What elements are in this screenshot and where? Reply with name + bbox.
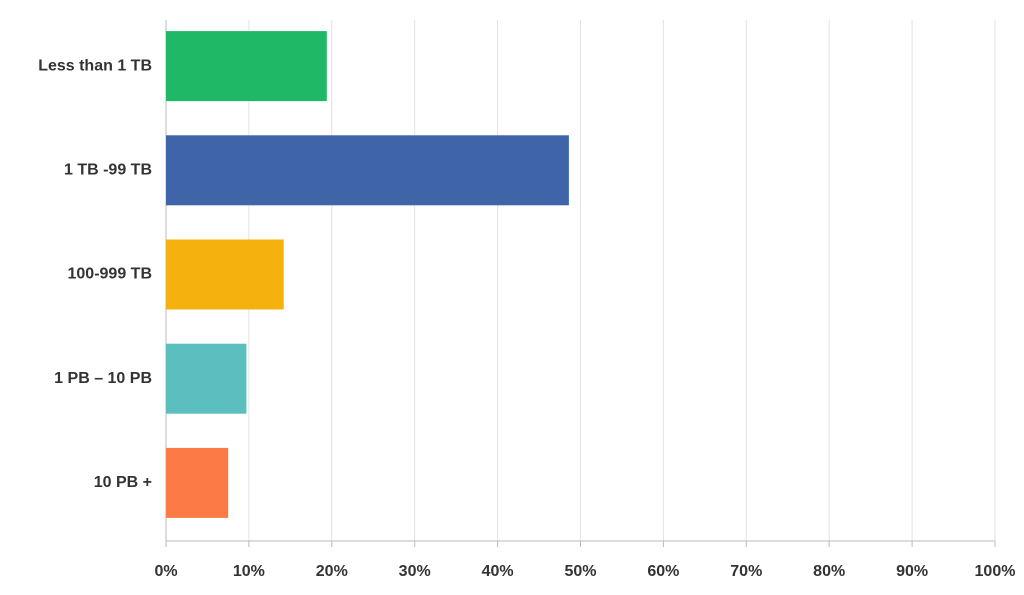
bar	[166, 135, 569, 206]
x-tick-label: 50%	[564, 563, 596, 580]
y-tick-label: 1 PB – 10 PB	[54, 370, 152, 387]
x-tick-label: 20%	[316, 563, 348, 580]
y-tick-label: 10 PB +	[94, 474, 152, 491]
bar	[166, 447, 229, 518]
y-tick-label: 1 TB -99 TB	[64, 162, 152, 179]
x-tick-label: 90%	[896, 563, 928, 580]
x-tick-label: 70%	[730, 563, 762, 580]
bar	[166, 343, 247, 414]
x-tick-label: 10%	[233, 563, 265, 580]
x-tick-label: 100%	[975, 563, 1016, 580]
x-tick-label: 30%	[399, 563, 431, 580]
bar	[166, 31, 327, 102]
x-tick-label: 0%	[154, 563, 177, 580]
x-tick-label: 60%	[647, 563, 679, 580]
x-tick-label: 80%	[813, 563, 845, 580]
y-tick-label: Less than 1 TB	[38, 57, 152, 74]
y-tick-label: 100-999 TB	[68, 266, 153, 283]
x-tick-label: 40%	[482, 563, 514, 580]
bar	[166, 239, 284, 310]
